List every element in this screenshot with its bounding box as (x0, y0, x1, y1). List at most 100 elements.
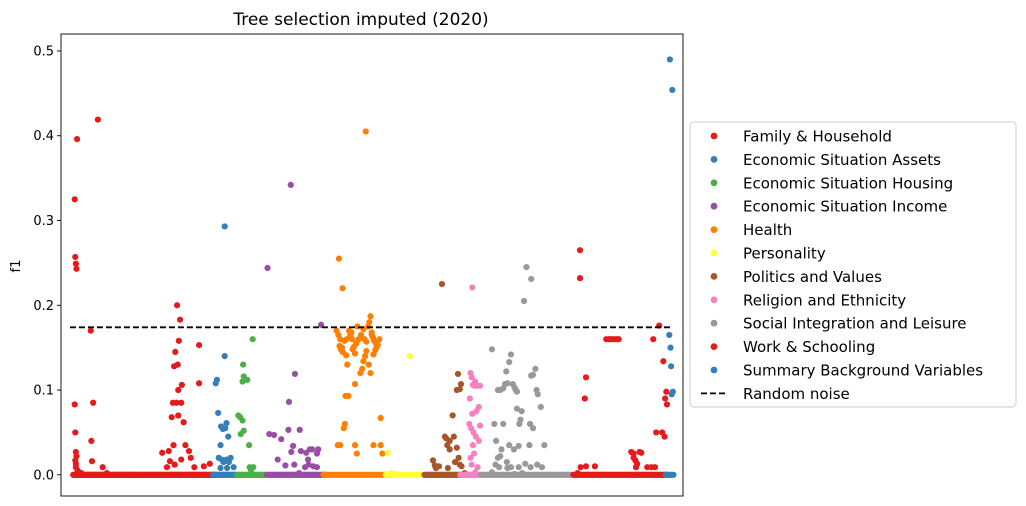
point-work-schooling (581, 395, 588, 402)
legend-entry: Health (710, 221, 792, 239)
point-family-household (88, 437, 95, 444)
point-work-schooling (576, 275, 584, 282)
point-religion-and-ethnicity (469, 284, 476, 291)
point-politics-and-values (456, 386, 463, 393)
point-work-schooling (206, 460, 213, 467)
point-work-schooling (175, 412, 182, 419)
point-economic-situation-income (295, 470, 303, 477)
point-work-schooling (577, 464, 584, 471)
point-social-integration-and-leisure (520, 297, 528, 305)
scatter-points (70, 56, 677, 478)
point-work-schooling (178, 456, 185, 463)
point-health (345, 392, 352, 400)
point-economic-situation-income (274, 456, 281, 463)
point-family-household (90, 399, 97, 406)
point-economic-situation-income (288, 448, 295, 456)
point-family-household (662, 395, 669, 402)
point-health (338, 344, 346, 351)
plot-area (69, 56, 677, 478)
point-work-schooling (195, 342, 203, 349)
point-politics-and-values (454, 370, 462, 378)
y-tick-label: 0.3 (33, 214, 54, 229)
point-social-integration-and-leisure (507, 351, 515, 358)
point-politics-and-values (451, 458, 459, 466)
y-tick-label: 0.4 (33, 129, 54, 144)
point-family-household (660, 358, 667, 365)
point-economic-situation-income (282, 462, 289, 469)
point-social-integration-and-leisure (506, 358, 513, 366)
point-social-integration-and-leisure (522, 460, 529, 467)
point-health (367, 313, 374, 320)
point-social-integration-and-leisure (528, 275, 535, 283)
point-economic-situation-assets (222, 425, 229, 432)
point-work-schooling (166, 458, 174, 465)
point-economic-situation-income (291, 370, 299, 378)
point-work-schooling (178, 381, 185, 389)
point-summary-background-variables (667, 344, 674, 351)
point-health (368, 329, 375, 336)
point-social-integration-and-leisure (513, 405, 521, 412)
point-economic-situation-income (318, 321, 325, 328)
point-social-integration-and-leisure (511, 470, 518, 478)
point-social-integration-and-leisure (529, 425, 537, 432)
point-social-integration-and-leisure (495, 464, 503, 471)
y-tick-label: 0.0 (33, 468, 54, 483)
point-politics-and-values (449, 412, 456, 419)
point-health (351, 442, 359, 449)
point-economic-situation-income (304, 456, 312, 463)
point-religion-and-ethnicity (469, 442, 476, 449)
point-health (341, 420, 349, 428)
point-family-household (88, 458, 96, 465)
legend-dot-marker (710, 132, 718, 140)
point-economic-situation-assets (221, 223, 228, 230)
point-politics-and-values (429, 457, 437, 464)
point-health (379, 450, 386, 457)
point-social-integration-and-leisure (534, 461, 541, 468)
point-work-schooling (165, 447, 172, 455)
point-economic-situation-income (264, 264, 271, 272)
legend-dot-marker (710, 343, 718, 350)
point-personality (384, 449, 391, 456)
point-economic-situation-assets (217, 464, 224, 472)
point-economic-situation-income (309, 446, 316, 453)
point-religion-and-ethnicity (474, 464, 481, 471)
point-social-integration-and-leisure (507, 464, 515, 471)
point-economic-situation-housing (250, 464, 257, 471)
point-work-schooling (191, 464, 198, 471)
point-economic-situation-housing (248, 470, 255, 477)
legend-dot-marker (710, 366, 718, 374)
point-religion-and-ethnicity (468, 374, 475, 381)
legend: Family & Household Economic Situation Ass… (689, 121, 1017, 408)
point-politics-and-values (435, 463, 443, 470)
point-health (343, 352, 350, 359)
point-health (348, 329, 355, 336)
point-work-schooling (576, 247, 584, 254)
point-social-integration-and-leisure (498, 446, 505, 453)
point-health (337, 336, 344, 343)
legend-entry: Personality (710, 245, 826, 263)
plot-frame (60, 33, 684, 497)
point-economic-situation-income (290, 442, 297, 450)
point-economic-situation-assets (221, 353, 228, 360)
point-family-household (663, 401, 671, 408)
legend-label: Personality (743, 245, 826, 263)
y-tick-label: 0.5 (33, 44, 54, 59)
point-work-schooling (170, 442, 177, 449)
point-family-household (653, 429, 660, 436)
point-work-schooling (163, 464, 171, 471)
point-social-integration-and-leisure (537, 403, 544, 411)
legend-entry: Economic Situation Income (710, 198, 947, 216)
point-family-household (78, 470, 85, 477)
point-economic-situation-assets (227, 454, 234, 461)
point-family-household (650, 336, 657, 343)
point-economic-situation-income (315, 446, 322, 453)
point-health (376, 336, 383, 343)
point-health (361, 336, 368, 343)
point-economic-situation-housing (239, 417, 246, 424)
point-religion-and-ethnicity (475, 437, 482, 444)
y-tick-label: 0.1 (33, 384, 54, 399)
point-work-schooling (651, 464, 659, 471)
point-health (360, 358, 367, 365)
point-family-household (72, 429, 79, 436)
